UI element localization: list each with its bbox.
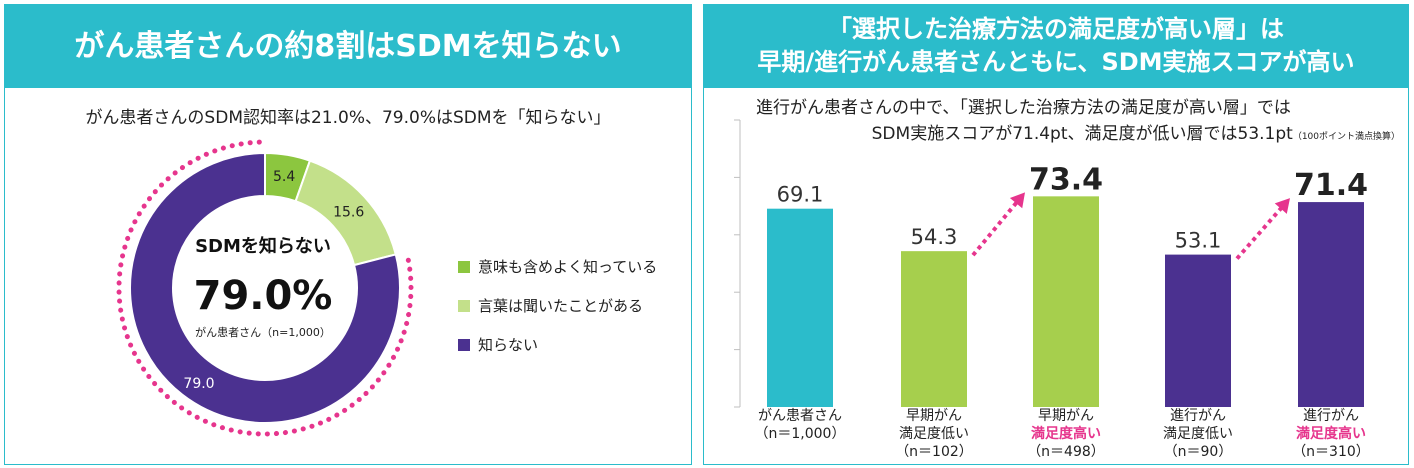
- category-label: がん患者さん （n＝1,000）: [740, 407, 860, 443]
- donut-center-note: がん患者さん（n=1,000）: [195, 325, 331, 339]
- category-label-line: （n＝90）: [1163, 444, 1233, 460]
- category-label-line: 進行がん: [1303, 408, 1359, 424]
- highlight-dotted-arc: [116, 139, 414, 437]
- slice-value-label: 5.4: [273, 169, 295, 185]
- category-label-line: （n＝310）: [1292, 444, 1370, 460]
- right-subtitle-note: （100ポイント満点換算）: [1292, 132, 1400, 142]
- right-subtitle: 進行がん患者さんの中で、「選択した治療方法の満足度が高い層」では: [756, 98, 1291, 118]
- left-subtitle: がん患者さんのSDM認知率は21.0%、79.0%はSDMを「知らない」: [85, 108, 611, 128]
- legend-swatch: [458, 338, 470, 351]
- donut-slice: [129, 151, 401, 424]
- category-label-line: がん患者さん: [758, 408, 842, 424]
- right-subtitle-text: SDM実施スコアが71.4pt、満足度が低い層では53.1pt: [871, 124, 1293, 144]
- donut-center-value: 79.0%: [194, 273, 333, 319]
- right-title: 「選択した治療方法の満足度が高い層」は 早期/進行がん患者さんともに、SDM実施…: [704, 5, 1408, 88]
- category-label-line: 進行がん: [1170, 408, 1226, 424]
- category-label-line: 早期がん: [1038, 408, 1094, 424]
- category-label-line: 満足度高い: [1031, 426, 1101, 442]
- category-label-line: （n＝498）: [1027, 444, 1105, 460]
- legend-label: 意味も含めよく知っている: [478, 258, 658, 276]
- trend-arrow-head: [1009, 192, 1025, 209]
- legend-item: 意味も含めよく知っている: [458, 256, 657, 277]
- right-title-line: 「選択した治療方法の満足度が高い層」は: [828, 15, 1284, 43]
- bar-value-label: 53.1: [1175, 229, 1222, 253]
- donut-center-label: SDMを知らない: [195, 235, 331, 257]
- left-title: がん患者さんの約8割はSDMを知らない: [5, 5, 691, 88]
- trend-arrow-head: [1274, 198, 1290, 214]
- bar-value-label: 69.1: [777, 183, 824, 207]
- category-label-line: （n＝102）: [895, 444, 973, 460]
- trend-arrow-line: [971, 198, 1021, 257]
- legend-label: 言葉は聞いたことがある: [478, 297, 644, 315]
- bar-value-label: 54.3: [911, 225, 958, 249]
- slice-value-label: 15.6: [333, 204, 364, 220]
- legend-label: 知らない: [478, 336, 539, 354]
- category-label: 進行がん満足度低い （n＝90）: [1138, 407, 1258, 461]
- bar: [1298, 202, 1364, 407]
- bar: [767, 208, 833, 407]
- right-panel: 「選択した治療方法の満足度が高い層」は 早期/進行がん患者さんともに、SDM実施…: [703, 4, 1409, 465]
- donut-chart: 5.4 15.6 79.0 SDMを知らない 79.0% がん患者さん（n=1,000）: [116, 139, 414, 437]
- right-title-line: 早期/進行がん患者さんともに、SDM実施スコアが高い: [757, 48, 1355, 76]
- category-label-line: （n＝1,000）: [754, 426, 846, 442]
- bar: [1165, 254, 1231, 407]
- category-label: 早期がん満足度高い （n＝498）: [1006, 407, 1126, 461]
- category-label-line: 満足度高い: [1296, 426, 1366, 442]
- category-label: 進行がん満足度高い （n＝310）: [1271, 407, 1391, 461]
- legend-swatch: [458, 260, 470, 273]
- legend-item: 言葉は聞いたことがある: [458, 295, 643, 316]
- bar: [901, 251, 967, 407]
- category-label: 早期がん満足度低い （n＝102）: [874, 407, 994, 461]
- category-label-line: 早期がん: [906, 408, 962, 424]
- left-panel: がん患者さんの約8割はSDMを知らない がん患者さんのSDM認知率は21.0%、…: [4, 4, 692, 465]
- legend-item: 知らない: [458, 334, 538, 355]
- legend-swatch: [458, 299, 470, 312]
- bar: [1033, 196, 1099, 407]
- bar-value-label: 73.4: [1029, 162, 1103, 197]
- bar-chart: 69.1 54.3 73.4 53.1 71.4: [734, 119, 1368, 408]
- category-label-line: 満足度低い: [899, 426, 969, 442]
- trend-arrow-line: [1235, 204, 1285, 260]
- category-label-line: 満足度低い: [1163, 426, 1233, 442]
- right-subtitle: SDM実施スコアが71.4pt、満足度が低い層では53.1pt（100ポイント満…: [872, 119, 1400, 144]
- bar-value-label: 71.4: [1294, 168, 1368, 203]
- slice-value-label: 79.0: [183, 376, 214, 392]
